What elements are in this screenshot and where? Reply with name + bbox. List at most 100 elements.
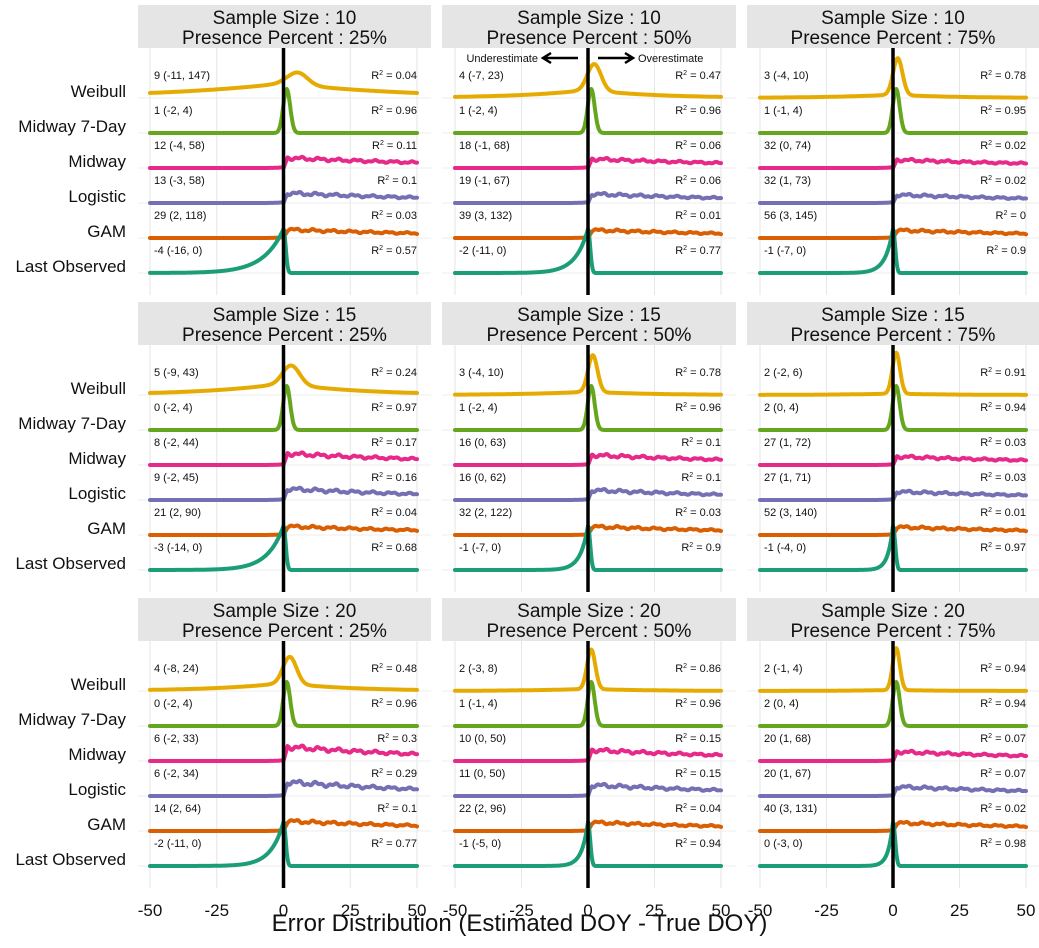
r2-label-gam: R2 = 0.03	[371, 210, 417, 222]
stat-label-midway: 18 (-1, 68)	[459, 140, 510, 152]
facet-title-presence: Presence Percent : 50%	[487, 325, 692, 346]
r2-label-weibull: R2 = 0.04	[371, 70, 417, 82]
stat-label-weibull: 2 (-3, 8)	[459, 663, 498, 675]
stat-label-midway-7-day: 1 (-2, 4)	[459, 105, 498, 117]
method-label-midway: Midway	[68, 449, 126, 468]
r2-label-midway: R2 = 0.3	[377, 733, 417, 745]
r2-label-midway: R2 = 0.07	[980, 733, 1026, 745]
r2-label-midway-7-day: R2 = 0.96	[675, 698, 721, 710]
facet-title-sample-size: Sample Size : 20	[821, 601, 965, 622]
x-tick-label: 50	[1017, 901, 1036, 920]
r2-label-gam: R2 = 0.03	[675, 507, 721, 519]
facet-title-sample-size: Sample Size : 20	[213, 601, 357, 622]
x-axis-title: Error Distribution (Estimated DOY - True…	[271, 910, 768, 937]
r2-label-gam: R2 = 0.1	[377, 803, 417, 815]
facet-strip	[138, 598, 431, 641]
facet-title-presence: Presence Percent : 75%	[791, 325, 996, 346]
stat-label-last-observed: -4 (-16, 0)	[154, 245, 202, 257]
facet-strip	[442, 598, 736, 641]
underestimate-label: Underestimate	[466, 53, 538, 65]
overestimate-label: Overestimate	[638, 53, 703, 65]
r2-label-last-observed: R2 = 0.77	[675, 245, 721, 257]
method-label-weibull: Weibull	[71, 379, 126, 398]
r2-label-weibull: R2 = 0.47	[675, 70, 721, 82]
r2-label-midway-7-day: R2 = 0.94	[980, 402, 1026, 414]
method-label-logistic: Logistic	[68, 484, 126, 503]
stat-label-last-observed: -1 (-4, 0)	[764, 542, 806, 554]
stat-label-midway-7-day: 1 (-2, 4)	[459, 402, 498, 414]
r2-label-midway: R2 = 0.15	[675, 733, 721, 745]
stat-label-gam: 14 (2, 64)	[154, 803, 201, 815]
r2-label-logistic: R2 = 0.16	[371, 472, 417, 484]
stat-label-midway: 10 (0, 50)	[459, 733, 506, 745]
stat-label-midway: 8 (-2, 44)	[154, 437, 199, 449]
stat-label-logistic: 20 (1, 67)	[764, 768, 811, 780]
stat-label-gam: 21 (2, 90)	[154, 507, 201, 519]
right-arrow-icon	[598, 51, 636, 65]
r2-label-midway-7-day: R2 = 0.95	[980, 105, 1026, 117]
r2-label-weibull: R2 = 0.78	[675, 367, 721, 379]
stat-label-gam: 32 (2, 122)	[459, 507, 512, 519]
x-tick-label: 50	[408, 901, 427, 920]
x-tick-label: 0	[888, 901, 897, 920]
x-tick-label: -50	[748, 901, 773, 920]
r2-label-logistic: R2 = 0.03	[980, 472, 1026, 484]
stat-label-midway-7-day: 0 (-2, 4)	[154, 402, 193, 414]
stat-label-last-observed: 0 (-3, 0)	[764, 838, 803, 850]
facet-title-presence: Presence Percent : 25%	[182, 325, 387, 346]
x-tick-label: 0	[279, 901, 288, 920]
stat-label-logistic: 27 (1, 71)	[764, 472, 811, 484]
stat-label-gam: 29 (2, 118)	[154, 210, 206, 222]
stat-label-weibull: 4 (-8, 24)	[154, 663, 199, 675]
x-tick-label: -25	[814, 901, 839, 920]
stat-label-logistic: 16 (0, 62)	[459, 472, 506, 484]
method-label-midway-7-day: Midway 7-Day	[18, 414, 126, 433]
r2-label-last-observed: R2 = 0.68	[371, 542, 417, 554]
facet-strip	[442, 5, 736, 48]
r2-label-logistic: R2 = 0.02	[980, 175, 1026, 187]
method-label-last-observed: Last Observed	[15, 554, 126, 573]
method-label-logistic: Logistic	[68, 780, 126, 799]
facet-title-sample-size: Sample Size : 15	[213, 305, 357, 326]
x-tick-label: 0	[583, 901, 592, 920]
method-label-midway: Midway	[68, 152, 126, 171]
stat-label-last-observed: -1 (-7, 0)	[459, 542, 501, 554]
facet-title-sample-size: Sample Size : 20	[517, 601, 661, 622]
r2-label-midway: R2 = 0.06	[675, 140, 721, 152]
r2-label-logistic: R2 = 0.1	[681, 472, 721, 484]
r2-label-midway: R2 = 0.17	[371, 437, 417, 449]
stat-label-midway: 6 (-2, 33)	[154, 733, 199, 745]
facet-title-sample-size: Sample Size : 10	[821, 8, 965, 29]
r2-label-last-observed: R2 = 0.98	[980, 838, 1026, 850]
method-label-weibull: Weibull	[71, 82, 126, 101]
stat-label-weibull: 2 (-1, 4)	[764, 663, 803, 675]
stat-label-logistic: 9 (-2, 45)	[154, 472, 199, 484]
facet-title-sample-size: Sample Size : 15	[821, 305, 965, 326]
r2-label-last-observed: R2 = 0.77	[371, 838, 417, 850]
stat-label-midway: 27 (1, 72)	[764, 437, 811, 449]
r2-label-midway-7-day: R2 = 0.97	[371, 402, 417, 414]
stat-label-logistic: 13 (-3, 58)	[154, 175, 205, 187]
r2-label-logistic: R2 = 0.29	[371, 768, 417, 780]
stat-label-logistic: 11 (0, 50)	[459, 768, 505, 780]
r2-label-midway-7-day: R2 = 0.96	[675, 105, 721, 117]
facet-title-sample-size: Sample Size : 10	[517, 8, 661, 29]
r2-label-midway-7-day: R2 = 0.96	[675, 402, 721, 414]
facet-title-sample-size: Sample Size : 15	[517, 305, 661, 326]
stat-label-last-observed: -3 (-14, 0)	[154, 542, 202, 554]
facet-strip	[138, 5, 431, 48]
stat-label-midway-7-day: 1 (-1, 4)	[459, 698, 498, 710]
r2-label-last-observed: R2 = 0.97	[980, 542, 1026, 554]
r2-label-midway-7-day: R2 = 0.96	[371, 105, 417, 117]
r2-label-weibull: R2 = 0.48	[371, 663, 417, 675]
r2-label-gam: R2 = 0.01	[675, 210, 721, 222]
r2-label-logistic: R2 = 0.1	[377, 175, 417, 187]
x-tick-label: -50	[443, 901, 468, 920]
stat-label-weibull: 5 (-9, 43)	[154, 367, 199, 379]
facet-strip	[747, 302, 1039, 345]
method-label-weibull: Weibull	[71, 675, 126, 694]
stat-label-midway-7-day: 0 (-2, 4)	[154, 698, 193, 710]
r2-label-midway: R2 = 0.11	[372, 140, 417, 152]
stat-label-midway-7-day: 1 (-2, 4)	[154, 105, 193, 117]
